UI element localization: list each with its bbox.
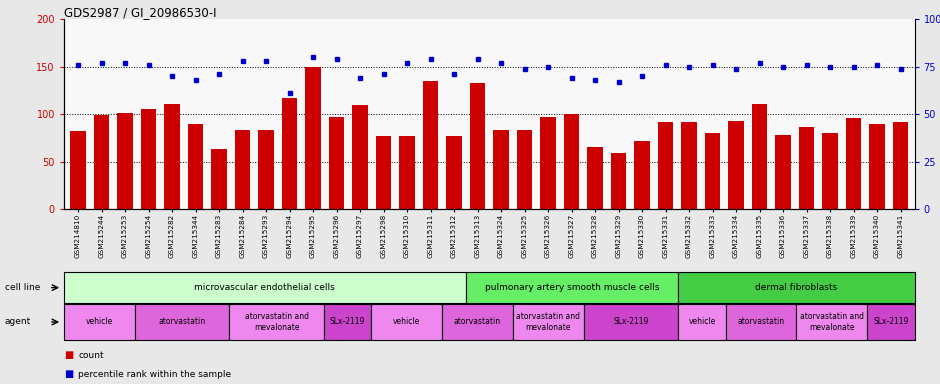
Bar: [376, 136, 391, 209]
Bar: [752, 104, 767, 209]
Text: ■: ■: [64, 350, 73, 360]
Bar: [118, 113, 133, 209]
Bar: [634, 141, 650, 209]
Bar: [282, 98, 297, 209]
Bar: [658, 122, 673, 209]
Bar: [188, 124, 203, 209]
Bar: [329, 117, 344, 209]
Bar: [540, 117, 556, 209]
Bar: [164, 104, 180, 209]
Bar: [799, 127, 814, 209]
Bar: [470, 83, 485, 209]
Text: GDS2987 / GI_20986530-I: GDS2987 / GI_20986530-I: [64, 6, 216, 19]
Bar: [893, 122, 908, 209]
Text: microvascular endothelial cells: microvascular endothelial cells: [195, 283, 336, 292]
Bar: [141, 109, 156, 209]
Text: atorvastatin and
mevalonate: atorvastatin and mevalonate: [244, 312, 308, 332]
Text: atorvastatin and
mevalonate: atorvastatin and mevalonate: [516, 312, 580, 332]
Text: atorvastatin: atorvastatin: [159, 318, 206, 326]
Bar: [728, 121, 744, 209]
Text: dermal fibroblasts: dermal fibroblasts: [756, 283, 838, 292]
Text: agent: agent: [5, 318, 31, 326]
Text: cell line: cell line: [5, 283, 40, 292]
Bar: [94, 115, 109, 209]
Bar: [352, 105, 368, 209]
Text: SLx-2119: SLx-2119: [873, 318, 909, 326]
Bar: [258, 131, 274, 209]
Bar: [400, 136, 415, 209]
Text: pulmonary artery smooth muscle cells: pulmonary artery smooth muscle cells: [485, 283, 659, 292]
Bar: [705, 133, 720, 209]
Bar: [517, 131, 532, 209]
Bar: [306, 67, 321, 209]
Bar: [682, 122, 697, 209]
Text: count: count: [78, 351, 103, 360]
Bar: [235, 131, 250, 209]
Text: atorvastatin: atorvastatin: [738, 318, 785, 326]
Text: percentile rank within the sample: percentile rank within the sample: [78, 370, 231, 379]
Bar: [212, 149, 227, 209]
Text: vehicle: vehicle: [86, 318, 113, 326]
Text: SLx-2119: SLx-2119: [614, 318, 649, 326]
Bar: [846, 118, 861, 209]
Text: vehicle: vehicle: [688, 318, 715, 326]
Bar: [822, 133, 838, 209]
Bar: [446, 136, 462, 209]
Bar: [588, 147, 603, 209]
Bar: [611, 153, 626, 209]
Text: atorvastatin and
mevalonate: atorvastatin and mevalonate: [800, 312, 864, 332]
Text: vehicle: vehicle: [393, 318, 420, 326]
Text: atorvastatin: atorvastatin: [454, 318, 501, 326]
Bar: [870, 124, 885, 209]
Text: SLx-2119: SLx-2119: [330, 318, 365, 326]
Bar: [494, 131, 509, 209]
Text: ■: ■: [64, 369, 73, 379]
Bar: [564, 114, 579, 209]
Bar: [776, 135, 791, 209]
Bar: [423, 81, 438, 209]
Bar: [70, 131, 86, 209]
